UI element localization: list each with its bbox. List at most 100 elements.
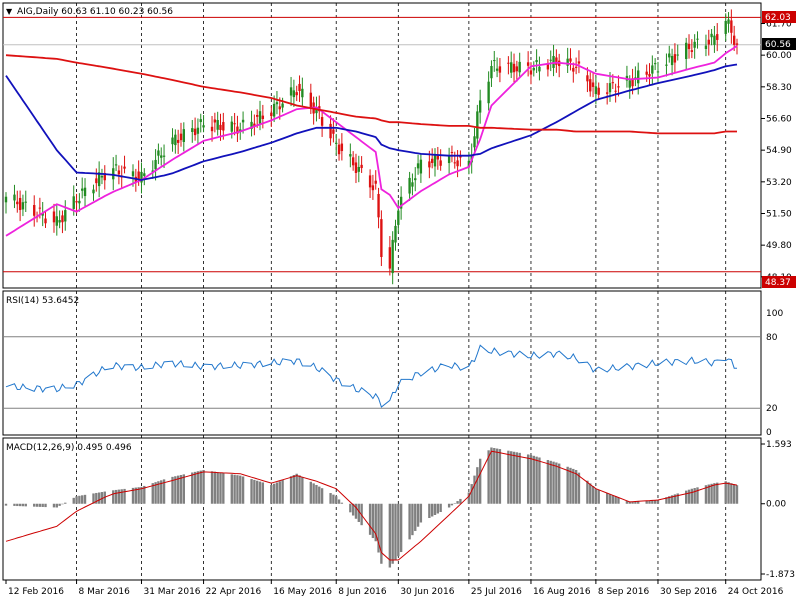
candle-body [349,154,352,157]
macd-bar [577,472,581,504]
macd-bar [510,451,513,504]
candle-body [44,218,47,224]
macd-bar [176,475,180,504]
macd-bar [114,489,118,504]
candle-body [685,42,688,59]
macd-bar [253,479,256,504]
price-label: 58.30 [766,83,792,93]
candle-body [591,82,595,87]
candle-body [309,92,313,108]
candle-body [696,38,699,40]
macd-bar [546,459,550,504]
last-price-label: 60.56 [765,40,791,50]
macd-bar [320,488,324,504]
macd-bar [123,488,126,504]
macd-bar [597,489,600,504]
candle-body [614,90,617,92]
macd-bar [493,448,496,504]
macd-bar [120,489,123,504]
candle-body [529,70,533,75]
candle-body [329,123,332,139]
macd-bar [428,503,431,519]
macd-bar [222,473,225,504]
macd-bar [566,466,569,504]
macd-bar [55,503,58,508]
macd-bar [193,471,197,504]
macd-bar [696,487,699,504]
candle-body [193,128,197,136]
macd-bar [634,501,637,504]
candle-body [569,58,572,62]
macd-bar [83,494,87,504]
main-dropdown-icon[interactable]: ▼ [6,7,13,16]
macd-bar [78,495,81,504]
macd-bar [179,474,183,504]
macd-bar [665,497,668,504]
candle-body [498,66,502,73]
candle-body [487,81,490,104]
macd-bar [230,474,233,504]
candle-body [157,150,160,156]
candle-body [275,102,279,105]
candle-body [597,87,600,95]
macd-bar [572,468,575,504]
macd-bar [724,481,727,504]
candle-body [258,111,262,124]
macd-bar [453,503,456,504]
candle-body [532,67,535,71]
candle-body [555,57,558,65]
high-line-label: 62.03 [765,13,791,23]
macd-bar [710,483,713,504]
macd-bar [41,503,44,507]
candle-body [289,87,293,96]
macd-bar [309,481,313,504]
candle-body [546,64,550,70]
macd-bar [202,469,205,504]
date-label: 8 Sep 2016 [598,587,650,597]
macd-bar [651,500,654,504]
macd-bar [281,479,284,504]
macd-bar [490,447,493,504]
candle-body [295,92,298,96]
candle-body [589,79,592,92]
candlesticks [4,9,739,285]
macd-bar [478,458,482,504]
macd-bar [574,469,578,504]
candle-body [735,43,739,45]
macd-bar [693,488,696,504]
macd-bar [549,460,552,504]
macd-bar [605,493,609,504]
macd-bar [329,493,332,504]
macd-bar [52,503,56,508]
macd-bar [95,492,98,504]
candle-body [617,86,620,88]
macd-bar [394,503,397,561]
candle-body [58,220,61,223]
candle-body [61,215,64,223]
macd-bar [391,503,394,564]
candle-body [428,161,431,168]
date-label: 8 Jun 2016 [338,587,387,597]
macd-bar [33,503,36,507]
candle-body [608,83,612,93]
candle-body [360,164,363,169]
macd-bar [332,494,335,504]
candle-body [732,35,736,45]
candle-body [117,170,121,175]
price-label: 53.20 [766,178,792,188]
macd-bar [275,482,279,504]
candle-body [18,197,22,211]
macd-bar [552,461,555,504]
macd-bar [408,503,411,540]
candle-body [272,103,276,117]
rsi-panel [2,290,762,436]
macd-bar [92,493,95,504]
macd-bar [476,467,479,504]
candle-body [574,66,578,68]
macd-bar [100,492,104,504]
macd-bar [388,503,392,568]
candle-body [566,58,569,66]
macd-bar [487,450,490,504]
candle-body [713,35,716,45]
macd-bar [690,488,694,504]
